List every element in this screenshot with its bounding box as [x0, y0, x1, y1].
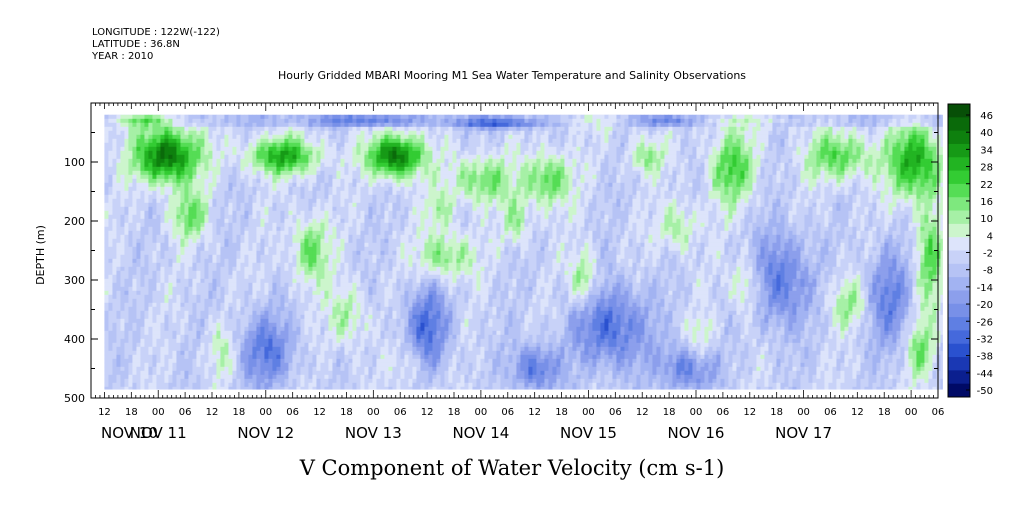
x-hour-tick-label: 12 [636, 407, 649, 418]
colorbar-tick-label: -8 [983, 266, 993, 277]
colorbar-tick-label: 16 [980, 197, 993, 208]
colorbar-tick-label: 46 [980, 111, 993, 122]
longitude-label: LONGITUDE : 122W(-122) [92, 27, 220, 38]
x-hour-tick-label: 12 [743, 407, 756, 418]
colorbar-tick-label: -20 [977, 300, 993, 311]
x-day-label: NOV 13 [345, 424, 402, 442]
colorbar-swatch [948, 317, 970, 331]
colorbar-tick-label: 34 [980, 145, 993, 156]
colorbar-swatch [948, 357, 970, 371]
y-tick-label: 200 [64, 215, 85, 228]
x-day-label: NOV 11 [130, 424, 187, 442]
colorbar-swatch [948, 210, 970, 225]
colorbar-swatch [948, 157, 970, 172]
x-hour-tick-label: 00 [367, 407, 380, 418]
x-day-label: NOV 14 [452, 424, 509, 442]
colorbar-swatch [948, 143, 970, 158]
x-hour-tick-label: 18 [663, 407, 676, 418]
colorbar-swatch [948, 277, 970, 291]
colorbar-tick-label: -14 [977, 283, 993, 294]
x-hour-tick-label: 18 [555, 407, 568, 418]
colorbar-tick-label: -26 [977, 317, 993, 328]
colorbar-swatch [948, 303, 970, 318]
x-day-label: NOV 15 [560, 424, 617, 442]
x-hour-tick-label: 18 [340, 407, 353, 418]
x-hour-tick-label: 00 [582, 407, 595, 418]
colorbar-swatch [948, 130, 970, 145]
colorbar-tick-label: 22 [980, 180, 993, 191]
colorbar-swatch [948, 330, 970, 345]
colorbar-tick-label: -32 [977, 334, 993, 345]
x-hour-tick-label: 12 [528, 407, 541, 418]
x-hour-tick-label: 12 [851, 407, 864, 418]
colorbar-tick-label: -2 [983, 249, 993, 260]
y-tick-label: 100 [64, 156, 85, 169]
x-hour-tick-label: 00 [797, 407, 810, 418]
chart-title: Hourly Gridded MBARI Mooring M1 Sea Wate… [278, 69, 746, 82]
heatmap-plot-area [104, 114, 943, 390]
x-axis-label: V Component of Water Velocity (cm s-1) [299, 456, 725, 480]
x-hour-tick-label: 12 [421, 407, 434, 418]
x-hour-tick-label: 06 [501, 407, 514, 418]
colorbar-swatch [948, 250, 970, 265]
colorbar-tick-label: 28 [980, 163, 993, 174]
y-tick-label: 300 [64, 274, 85, 287]
colorbar-tick-label: -38 [977, 352, 993, 363]
x-day-label: NOV 16 [668, 424, 725, 442]
x-hour-tick-label: 00 [475, 407, 488, 418]
x-hour-tick-label: 06 [394, 407, 407, 418]
x-hour-tick-label: 00 [905, 407, 918, 418]
x-hour-tick-label: 06 [932, 407, 945, 418]
colorbar-swatch [948, 223, 970, 238]
x-axis: 12 18 00 06 12 18 00 06 12 18 00 06 12 18 00 06 12 18 00 06… [95, 103, 944, 442]
colorbar-swatch [948, 343, 970, 358]
x-hour-tick-label: 06 [286, 407, 299, 418]
y-axis: 100 200 300 400 500 [64, 132, 938, 405]
colorbar-swatch [948, 104, 970, 118]
x-hour-tick-label: 06 [717, 407, 730, 418]
colorbar-swatch [948, 183, 970, 198]
x-hour-tick-label: 06 [824, 407, 837, 418]
year-label: YEAR : 2010 [91, 51, 153, 62]
colorbar-swatch [948, 383, 970, 398]
colorbar-swatch [948, 237, 970, 251]
y-tick-label: 400 [64, 333, 85, 346]
colorbar-swatch [948, 117, 970, 132]
y-axis-label: DEPTH (m) [34, 225, 47, 285]
x-hour-tick-label: 00 [152, 407, 165, 418]
x-hour-tick-label: 18 [878, 407, 891, 418]
x-hour-tick-label: 12 [98, 407, 111, 418]
latitude-label: LATITUDE : 36.8N [92, 39, 180, 50]
x-hour-tick-label: 06 [179, 407, 192, 418]
header-info: LONGITUDE : 122W(-122) LATITUDE : 36.8N … [91, 27, 220, 62]
x-hour-tick-label: 18 [125, 407, 138, 418]
x-day-label: NOV 10 [101, 424, 158, 442]
x-hour-tick-label: 18 [770, 407, 783, 418]
x-day-label: NOV 12 [237, 424, 294, 442]
colorbar-legend: 46 40 34 28 22 16 10 4 -2 -8 -14 -20 -26 -32 -38 -44 -50 [947, 103, 993, 398]
x-hour-tick-label: 18 [233, 407, 246, 418]
colorbar-swatch [948, 263, 970, 278]
colorbar-tick-label: 10 [980, 214, 993, 225]
x-day-label: NOV 17 [775, 424, 832, 442]
x-hour-tick-label: 06 [609, 407, 622, 418]
x-hour-tick-label: 00 [690, 407, 703, 418]
colorbar-swatch [948, 370, 970, 385]
colorbar-tick-label: -44 [977, 369, 993, 380]
colorbar-tick-label: -50 [977, 386, 993, 397]
colorbar-tick-label: 4 [987, 231, 993, 242]
colorbar-swatch [948, 290, 970, 305]
x-hour-tick-label: 12 [313, 407, 326, 418]
colorbar-swatch [948, 170, 970, 185]
x-hour-tick-label: 12 [206, 407, 219, 418]
x-hour-tick-label: 00 [259, 407, 272, 418]
colorbar-tick-label: 40 [980, 128, 993, 139]
y-tick-label: 500 [64, 392, 85, 405]
x-hour-tick-label: 18 [448, 407, 461, 418]
colorbar-swatch [948, 197, 970, 212]
